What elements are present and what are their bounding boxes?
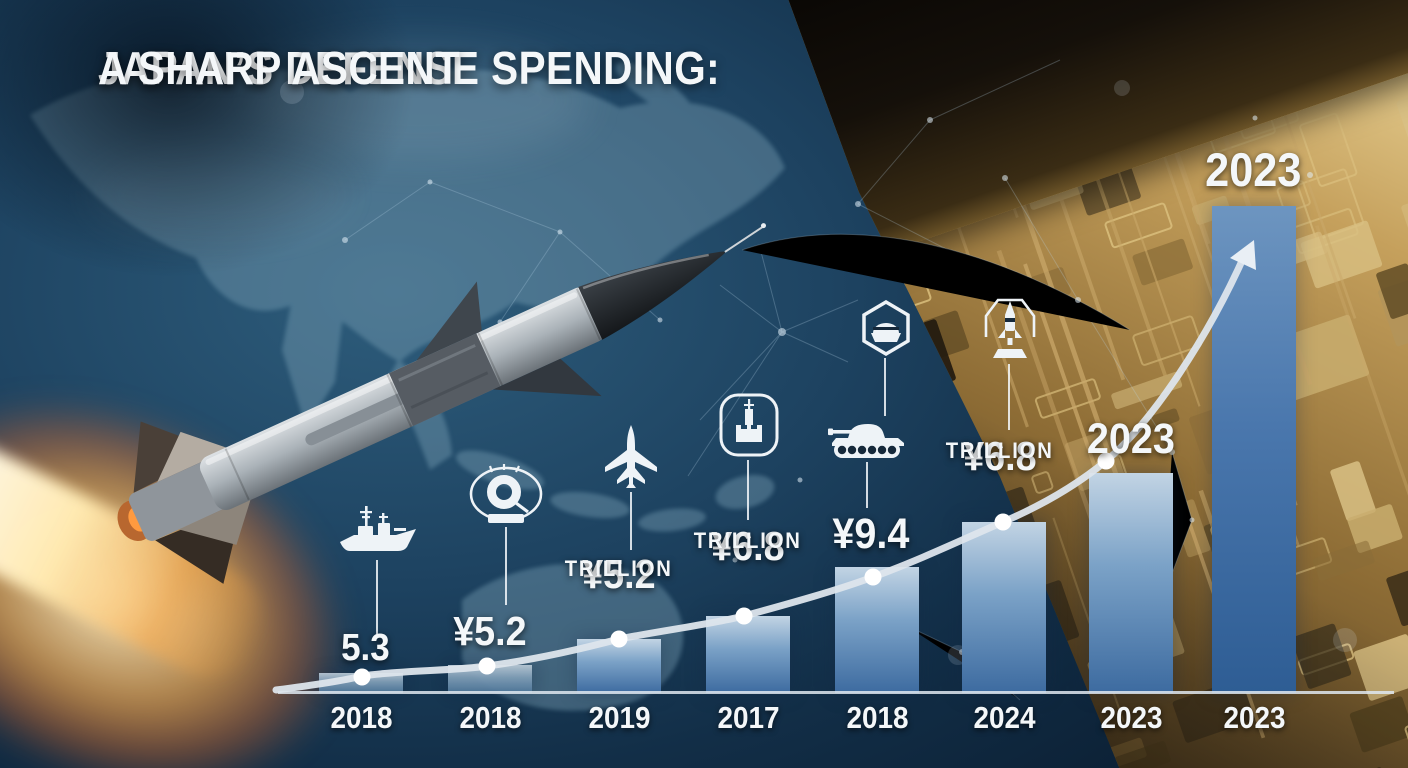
warship-icon (340, 506, 416, 551)
icon-connector (1008, 364, 1010, 430)
bar (706, 616, 790, 693)
bar (962, 522, 1046, 693)
icon-connector (505, 527, 507, 605)
x-axis-line (278, 691, 1394, 694)
icon-connector (884, 358, 886, 416)
trend-arrowhead (1230, 240, 1256, 270)
tank-icon (828, 424, 904, 458)
title-line-1: JAPAN’S DEFENSE SPENDING: (98, 42, 721, 94)
trend-point-dots (353, 452, 1115, 686)
naval-fortress-icon (719, 393, 779, 457)
fighter-jet-icon (605, 425, 657, 488)
title-line-2: A SHARP ASCENT (98, 42, 461, 94)
hex-badge-icon (862, 300, 910, 356)
bar (1089, 473, 1173, 693)
icon-connector (866, 462, 868, 508)
missile-launcher-icon (984, 298, 1036, 358)
radar-dish-icon (469, 464, 543, 523)
corner-vignette (0, 0, 520, 360)
icon-connector (747, 460, 749, 520)
icon-connector (376, 560, 378, 634)
icon-connector (630, 492, 632, 550)
